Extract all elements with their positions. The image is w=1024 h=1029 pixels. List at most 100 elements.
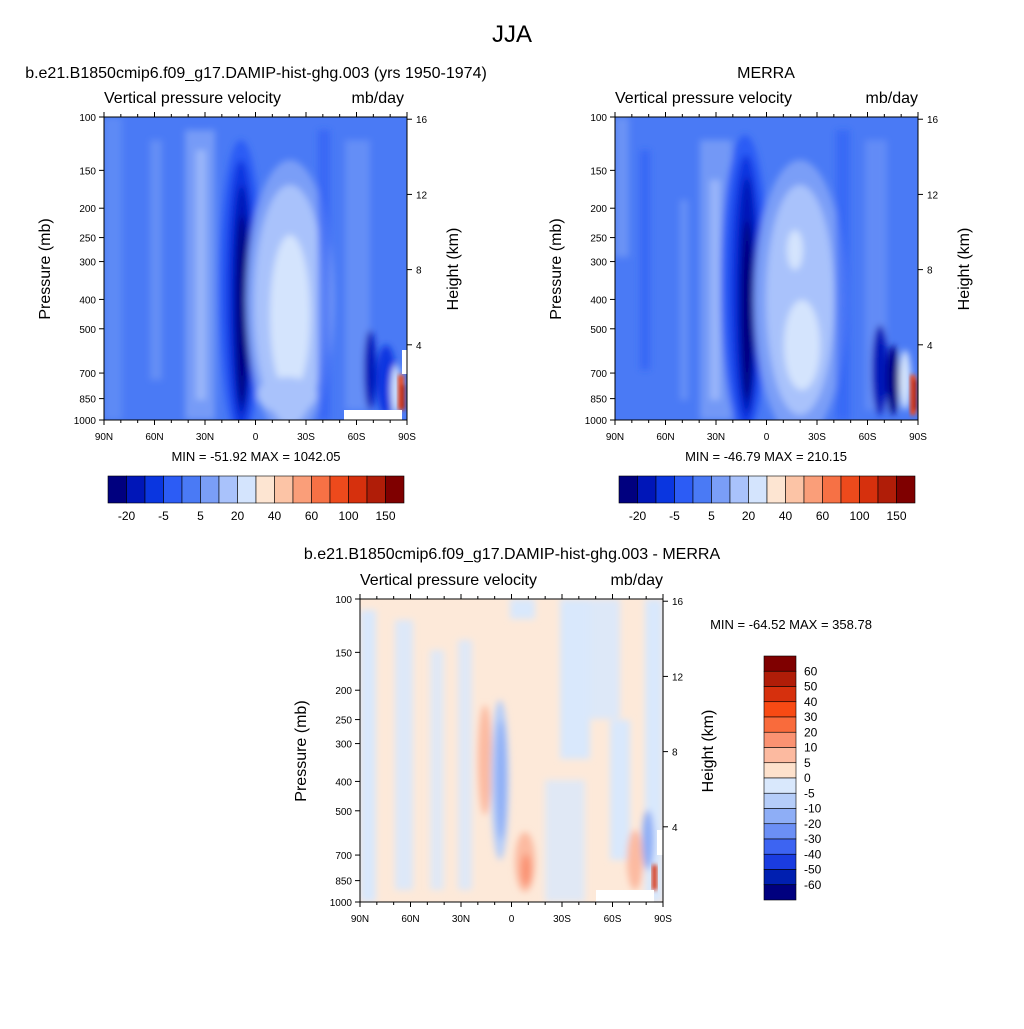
colorbar-label: -20 [804,817,822,831]
colorbar-swatch [763,777,797,794]
y-axis-label: Pressure (mb) [293,700,310,801]
colorbar-label: -60 [804,878,822,892]
y-tick-label: 700 [79,369,96,380]
x-tick-label: 60S [604,914,622,925]
colorbar-swatch [218,475,238,504]
bottom-axis: 90N 60N 30N 0 30S 60S 90S [606,112,927,443]
x-tick-label: 90S [398,432,416,443]
colorbar-swatch [763,701,797,718]
colorbar-label: 60 [816,509,830,523]
min-max-label: MIN = -64.52 MAX = 358.78 [710,617,872,632]
y-tick-label: 850 [590,395,607,406]
colorbar-swatch [126,475,146,504]
colorbar-swatch [877,475,897,504]
y-tick-label: 500 [590,325,607,336]
colorbar-swatch [385,475,405,504]
colorbar-label: 20 [231,509,245,523]
colorbar-swatch [763,716,797,733]
page-title: JJA [492,21,532,48]
variable-label: Vertical pressure velocity [360,572,537,589]
colorbar-label: 20 [742,509,756,523]
colorbar-label: -5 [804,786,815,800]
units-label: mb/day [611,572,663,589]
heatmap-field [104,117,407,420]
x-tick-label: 30N [707,432,725,443]
colorbar-swatch [840,475,860,504]
x-tick-label: 0 [764,432,770,443]
height-tick-label: 4 [672,823,678,834]
y-tick-label: 1000 [74,416,97,427]
y-axis-label: Pressure (mb) [37,218,54,319]
y-tick-label: 400 [79,295,96,306]
colorbar-label: 20 [804,725,818,739]
height-tick-label: 12 [416,190,428,201]
colorbar-swatch [896,475,916,504]
min-max-label: MIN = -51.92 MAX = 1042.05 [171,449,340,464]
colorbar-swatch [763,853,797,870]
colorbar-label: 10 [804,741,818,755]
y-tick-label: 100 [590,113,607,124]
colorbar-label: 60 [804,664,818,678]
x-tick-label: 90N [95,432,113,443]
panel-difference: b.e21.B1850cmip6.f09_g17.DAMIP-hist-ghg.… [293,546,872,925]
panel-model: b.e21.B1850cmip6.f09_g17.DAMIP-hist-ghg.… [25,65,487,523]
y-tick-label: 700 [590,369,607,380]
x-tick-label: 90S [909,432,927,443]
bottom-axis: 90N 60N 30N 0 30S 60S 90S [351,594,672,925]
panel-title: b.e21.B1850cmip6.f09_g17.DAMIP-hist-ghg.… [304,546,721,563]
colorbar-label: -20 [118,509,136,523]
heatmap-field [360,599,663,902]
colorbar-label: -50 [804,863,822,877]
colorbar-swatch [274,475,294,504]
colorbar-swatch [366,475,386,504]
y-tick-label: 500 [79,325,96,336]
y-tick-label: 150 [335,648,352,659]
x-tick-label: 90N [351,914,369,925]
colorbar-label: -40 [804,847,822,861]
colorbar-swatch [729,475,749,504]
colorbar-label: 0 [804,771,811,785]
height-tick-label: 16 [672,597,684,608]
colorbar-swatch [763,838,797,855]
height-tick-label: 12 [927,190,939,201]
x-tick-label: 60N [401,914,419,925]
colorbar-swatch [674,475,694,504]
panel-title: MERRA [737,65,795,82]
height-tick-label: 16 [416,115,428,126]
y-tick-label: 100 [335,595,352,606]
right-axis: 16 12 8 4 [663,597,684,834]
x-tick-label: 30S [553,914,571,925]
x-tick-label: 60N [656,432,674,443]
colorbar-label: 150 [375,509,395,523]
colorbar-label: 5 [197,509,204,523]
colorbar-swatch [763,655,797,672]
colorbar-label: 60 [305,509,319,523]
colorbar-swatch [763,823,797,840]
y-tick-label: 850 [335,877,352,888]
colorbar-label: 40 [804,695,818,709]
x-tick-label: 60S [859,432,877,443]
colorbar-label: -20 [629,509,647,523]
colorbar-swatch [763,869,797,886]
right-axis: 16 12 8 4 [918,115,939,352]
y-tick-label: 150 [590,166,607,177]
colorbar-swatch [107,475,127,504]
right-axis: 16 12 8 4 [407,115,428,352]
colorbar-swatch [763,731,797,748]
colorbar-label: 100 [338,509,358,523]
colorbar-swatch [637,475,657,504]
colorbar-swatch [181,475,201,504]
colorbar-swatch [711,475,731,504]
y-tick-label: 300 [79,258,96,269]
colorbar-swatch [763,792,797,809]
y-tick-label: 250 [79,234,96,245]
min-max-label: MIN = -46.79 MAX = 210.15 [685,449,847,464]
colorbar-label: 40 [779,509,793,523]
y-tick-label: 400 [590,295,607,306]
colorbar-swatch [859,475,879,504]
colorbar-swatch [763,686,797,703]
colorbar-label: 5 [804,756,811,770]
variable-label: Vertical pressure velocity [615,90,792,107]
